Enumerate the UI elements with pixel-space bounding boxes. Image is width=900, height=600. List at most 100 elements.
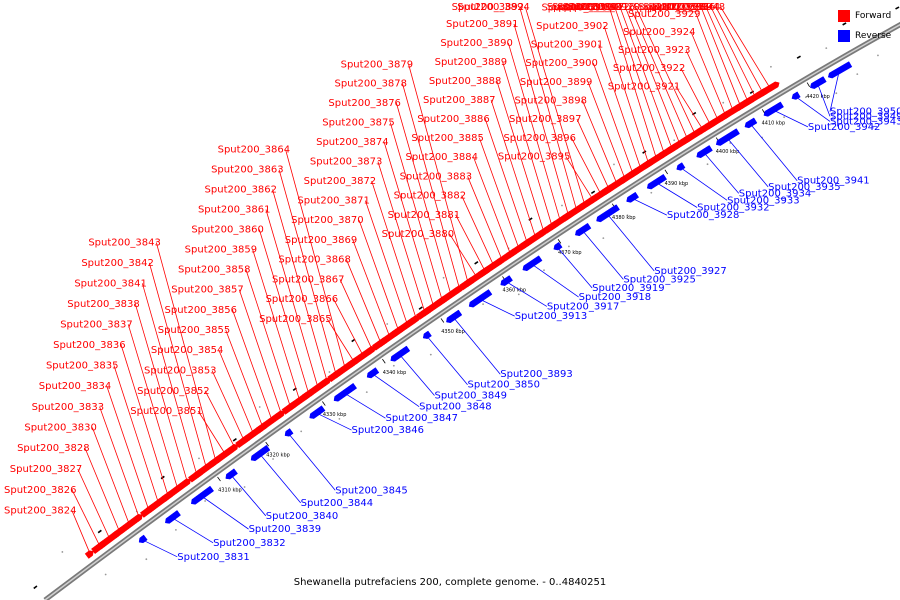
gene-feature: [250, 444, 271, 462]
gene-label: Sput200_3824: [4, 506, 77, 517]
gene-label: Sput200_3922: [613, 63, 686, 74]
gene-label: Sput200_3902: [536, 21, 609, 32]
marker-dot: [683, 184, 686, 187]
gene-feature: [446, 309, 463, 324]
leader-line: [127, 324, 179, 489]
gene-label: Sput200_3919: [592, 283, 665, 294]
leader-line: [703, 152, 740, 194]
leader-line: [197, 410, 226, 455]
gene-label: Sput200_3837: [60, 319, 133, 330]
marker-dot: [825, 47, 828, 50]
marker-dot: [613, 163, 615, 166]
leader-line: [141, 283, 198, 475]
marker-dot: [300, 430, 303, 433]
marker-dot: [856, 73, 859, 76]
leader-line: [461, 195, 495, 266]
leader-line: [556, 246, 593, 289]
marker-dot: [442, 276, 445, 279]
gene-label: Sput200_3897: [509, 114, 581, 125]
leader-line: [383, 141, 434, 307]
gene-label: Sput200_3840: [266, 511, 339, 522]
leader-line: [582, 100, 618, 185]
gene-features: [84, 61, 853, 559]
leader-line: [371, 373, 420, 407]
genome-caption: Shewanella putrefaciens 200, complete ge…: [293, 577, 607, 588]
leader-line: [238, 289, 282, 414]
gene-label: Sput200_3855: [158, 325, 231, 336]
marker-dot: [272, 458, 274, 460]
leader-line: [571, 137, 602, 195]
gene-label: Sput200_3852: [137, 386, 210, 397]
leader-line: [467, 176, 503, 260]
marker-dot: [877, 54, 879, 57]
gene-label: Sput200_3838: [67, 299, 140, 310]
leader-line: [603, 25, 650, 164]
gene-label: Sput200_3889: [435, 57, 508, 68]
leader-line: [519, 6, 578, 211]
leader-line: [710, 6, 756, 98]
leader-line: [333, 298, 364, 356]
gene-label: Sput200_3949: [830, 111, 900, 122]
gene-feature: [191, 485, 215, 505]
leader-line: [91, 427, 130, 525]
leader-line: [655, 182, 698, 208]
marker-dot: [365, 391, 368, 393]
leader-line: [408, 64, 469, 283]
legend-forward-label: Forward: [855, 11, 892, 21]
marker-dot: [783, 116, 786, 119]
leader-line: [230, 474, 267, 517]
gene-feature: [809, 76, 827, 89]
leader-line: [426, 335, 468, 385]
marker-dot: [338, 417, 341, 420]
gene-label: Sput200_3876: [328, 98, 401, 109]
leader-line: [204, 390, 236, 448]
gene-label: Sput200_3895: [498, 152, 571, 163]
gene-label: Sput200_3861: [198, 204, 271, 215]
gene-label: Sput200_3887: [423, 95, 496, 106]
leader-line: [148, 262, 207, 468]
gene-label: Sput200_3866: [266, 294, 339, 305]
leader-line: [685, 49, 719, 121]
leader-line: [71, 510, 91, 554]
leader-line: [201, 495, 249, 530]
gene-label: Sput200_3826: [4, 485, 77, 496]
kbp-tick: [382, 358, 386, 364]
gene-label: Sput200_3886: [417, 114, 490, 125]
gene-feature: [827, 61, 853, 79]
leader-line: [225, 329, 264, 428]
gene-label: Sput200_3918: [579, 292, 652, 303]
gene-label: Sput200_3942: [808, 122, 881, 133]
leader-line: [339, 279, 373, 350]
gene-label: Sput200_3927: [654, 266, 727, 277]
gene-label: Sput200_3890: [440, 38, 512, 49]
gene-feature: [468, 289, 493, 308]
leader-line: [142, 539, 178, 558]
marker-dot: [456, 328, 459, 331]
kbp-tick-label: 4370 kbp: [558, 250, 582, 256]
leader-line: [705, 6, 749, 102]
gene-feature: [553, 241, 563, 251]
marker-dash: [590, 190, 596, 195]
gene-label: Sput200_3860: [191, 224, 264, 235]
gene-feature: [225, 468, 238, 480]
legend-reverse-label: Reverse: [855, 31, 892, 41]
leader-line: [258, 229, 310, 395]
gene-feature: [715, 128, 740, 146]
leader-line: [630, 6, 688, 140]
leader-line: [287, 433, 336, 491]
gene-label: Sput200_3881: [388, 210, 461, 221]
leader-line: [377, 161, 426, 313]
marker-dot: [145, 558, 148, 561]
gene-label: Sput200_3885: [411, 133, 484, 144]
leader-line: [795, 96, 831, 122]
kbp-tick-label: 4330 kbp: [323, 412, 347, 418]
gene-label: Sput200_3853: [144, 365, 217, 376]
genome-backbone: [43, 21, 900, 600]
leader-line: [635, 6, 696, 135]
gene-label: Sput200_3832: [213, 538, 285, 549]
leader-line: [452, 316, 501, 375]
leader-line: [396, 102, 452, 295]
leader-line: [71, 489, 101, 547]
leader-line: [232, 309, 273, 421]
